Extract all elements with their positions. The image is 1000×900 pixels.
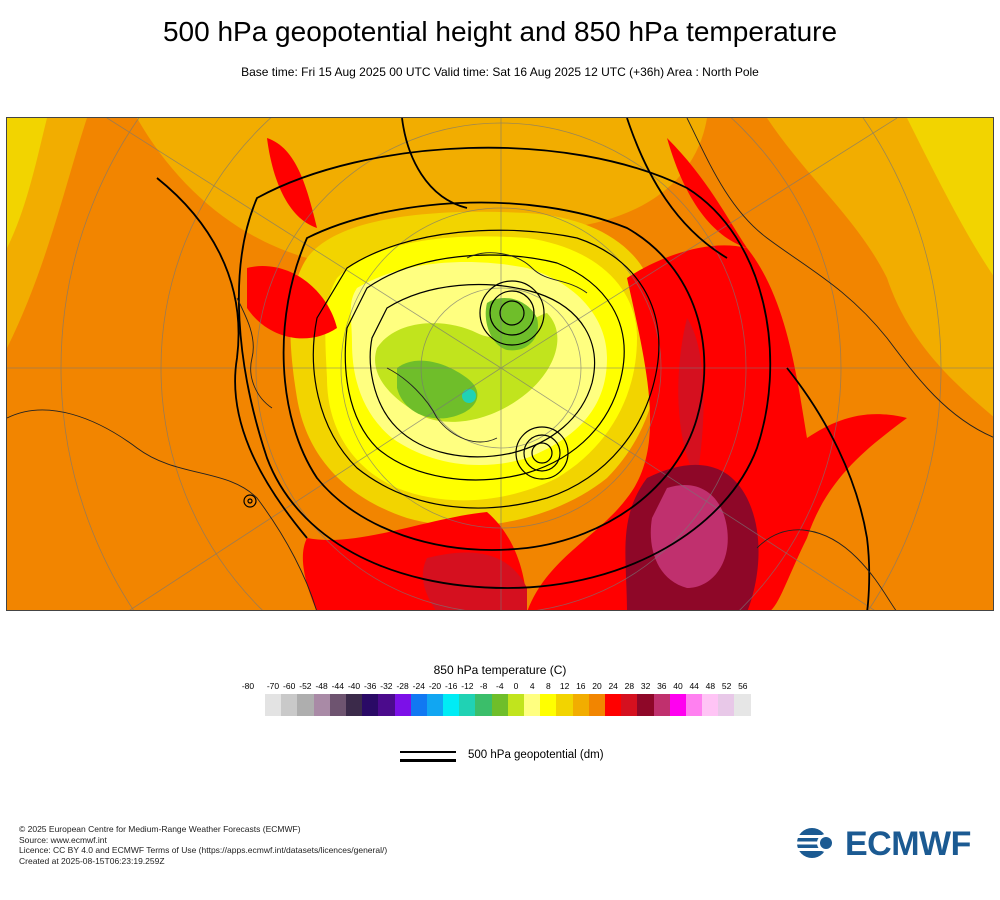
colorbar-swatch xyxy=(669,694,686,716)
colorbar-tick-label: -28 xyxy=(396,681,409,691)
colorbar-tick-label: 16 xyxy=(576,681,586,691)
temperature-field-32-36 xyxy=(650,484,728,588)
temperature-field-20-24-nw xyxy=(267,138,317,228)
colorbar-tick-label: -44 xyxy=(331,681,344,691)
credits-created: Created at 2025-08-15T06:23:19.259Z xyxy=(19,855,165,866)
colorbar-swatch xyxy=(734,694,751,716)
ecmwf-logo-mark xyxy=(795,828,841,858)
colorbar-swatch xyxy=(410,694,427,716)
colorbar-swatch xyxy=(265,694,282,716)
temperature-field-12-16-east xyxy=(767,118,993,417)
colorbar-tick-label: -40 xyxy=(347,681,361,691)
geopotential-thin-line xyxy=(400,751,456,753)
temperature-colorbar xyxy=(265,694,751,716)
temperature-field-20-24-north xyxy=(667,138,747,248)
colorbar-tick-label: 0 xyxy=(513,681,519,691)
colorbar-swatch xyxy=(459,694,476,716)
colorbar-tick-label: -70 xyxy=(266,681,280,691)
polar-map xyxy=(6,117,994,611)
colorbar-tick-label: 36 xyxy=(657,681,667,691)
colorbar-swatch xyxy=(378,694,395,716)
colorbar-tick-label: -20 xyxy=(428,681,442,691)
credits-block: © 2025 European Centre for Medium-Range … xyxy=(19,824,387,866)
temperature-field-8-12-west xyxy=(7,118,47,248)
colorbar-tick-label: -8 xyxy=(479,681,488,691)
colorbar-swatch xyxy=(572,694,589,716)
colorbar-swatch xyxy=(556,694,573,716)
colorbar-swatch xyxy=(540,694,557,716)
colorbar-tick-label: -48 xyxy=(315,681,328,691)
temperature-legend-title: 850 hPa temperature (C) xyxy=(433,663,567,677)
colorbar-tick-label: 28 xyxy=(624,681,635,691)
colorbar-tick-label: 52 xyxy=(721,681,732,691)
colorbar-tick-label: 8 xyxy=(546,681,551,691)
temperature-field-cold-core xyxy=(485,298,538,351)
colorbar-tick-label: 20 xyxy=(592,681,602,691)
colorbar-swatch xyxy=(426,694,444,716)
colorbar-swatch xyxy=(702,694,719,716)
colorbar-tick-label: 40 xyxy=(673,681,683,691)
colorbar-swatch xyxy=(604,694,622,716)
colorbar-tick-label: 48 xyxy=(705,681,716,691)
colorbar-tick-label: -24 xyxy=(412,681,425,691)
colorbar-swatch xyxy=(685,694,703,716)
colorbar-swatch xyxy=(394,694,411,716)
colorbar-swatch xyxy=(443,694,460,716)
colorbar-tick-label: 24 xyxy=(608,681,618,691)
colorbar-tick-label: 32 xyxy=(640,681,651,691)
coastlines xyxy=(7,118,993,610)
colorbar-swatch xyxy=(329,694,346,716)
temperature-field-minus8-minus4 xyxy=(397,360,478,419)
geopotential-thick-line xyxy=(400,759,456,762)
colorbar-tick-label: -16 xyxy=(445,681,458,691)
colorbar-tick-label: 4 xyxy=(529,681,535,691)
colorbar-swatch xyxy=(653,694,670,716)
map-title: 500 hPa geopotential height and 850 hPa … xyxy=(162,16,838,47)
ecmwf-logo-text: ECMWF xyxy=(845,825,971,863)
colorbar-swatch xyxy=(313,694,330,716)
ecmwf-logo: ECMWF xyxy=(795,823,985,865)
temperature-field-24-28-east xyxy=(678,318,704,478)
colorbar-swatch xyxy=(491,694,508,716)
colorbar-tick-label: -12 xyxy=(461,681,474,691)
colorbar-swatch xyxy=(524,694,541,716)
colorbar-tick-label: 56 xyxy=(738,681,748,691)
credits-copyright: © 2025 European Centre for Medium-Range … xyxy=(19,824,301,834)
credits-source: Source: www.ecmwf.int xyxy=(19,834,107,845)
colorbar-swatch xyxy=(345,694,363,716)
temperature-field-minus12 xyxy=(462,389,476,403)
colorbar-swatch xyxy=(718,694,735,716)
temperature-field-20-24-east xyxy=(527,245,907,610)
colorbar-tick-label: 44 xyxy=(689,681,699,691)
colorbar-tick-label: -36 xyxy=(364,681,377,691)
colorbar-tick-label: 12 xyxy=(559,681,570,691)
temperature-field-20-24-west xyxy=(247,266,337,339)
temperature-field-8-12-east xyxy=(907,118,993,276)
temperature-legend-ticks: -80 -70 -60 -52 -48 -44 -40 -36 -32 -28 -24 -20 -16-… xyxy=(240,681,760,693)
colorbar-swatch xyxy=(297,694,314,716)
colorbar-swatch xyxy=(637,694,654,716)
colorbar-swatch xyxy=(281,694,298,716)
colorbar-swatch xyxy=(621,694,638,716)
colorbar-tick-label: -80 xyxy=(241,681,255,691)
colorbar-tick-label: -60 xyxy=(283,681,296,691)
colorbar-tick-label: -32 xyxy=(380,681,393,691)
map-subtitle: Base time: Fri 15 Aug 2025 00 UTC Valid … xyxy=(241,65,759,79)
geopotential-line-sample xyxy=(400,749,456,763)
colorbar-swatch xyxy=(507,694,524,716)
colorbar-tick-label: -4 xyxy=(496,681,504,691)
geopotential-contours xyxy=(156,118,871,610)
colorbar-tick-label: -52 xyxy=(299,681,312,691)
colorbar-swatch xyxy=(362,694,379,716)
map-canvas xyxy=(7,118,993,610)
colorbar-swatch xyxy=(475,694,492,716)
geopotential-legend-label: 500 hPa geopotential (dm) xyxy=(468,749,604,761)
colorbar-swatch xyxy=(588,694,605,716)
credits-licence: Licence: CC BY 4.0 and ECMWF Terms of Us… xyxy=(19,845,388,855)
